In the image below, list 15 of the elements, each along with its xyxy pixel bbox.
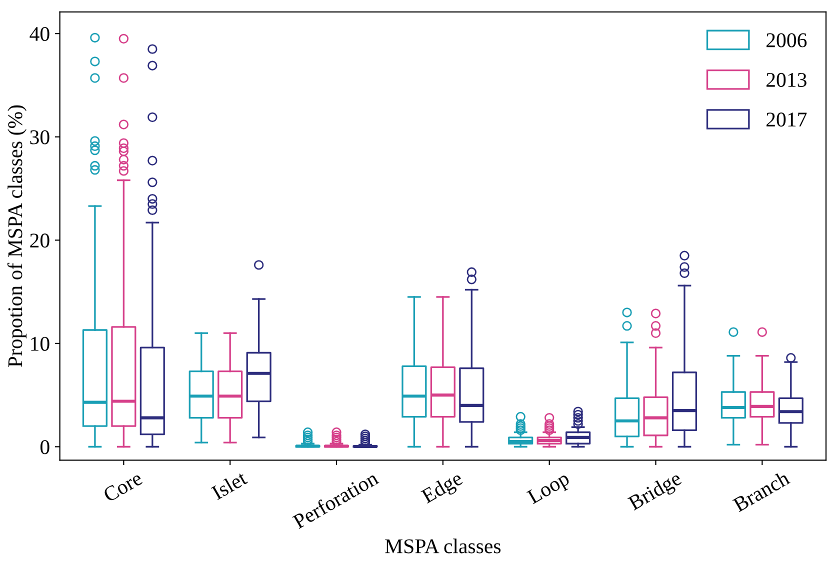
x-tick-label: Bridge: [626, 470, 684, 514]
y-tick-label: 20: [30, 234, 50, 248]
x-axis-title: MSPA classes: [385, 538, 501, 554]
y-tick-label: 10: [31, 336, 50, 351]
legend-label: 2006: [766, 33, 807, 48]
x-tick-label: Core: [102, 470, 144, 502]
y-axis-title: Propotion of MSPA classes (%): [7, 105, 26, 367]
legend-label: 2017: [766, 112, 807, 127]
x-tick-label: Loop: [526, 470, 572, 508]
x-tick-label: Islet: [210, 470, 248, 500]
x-tick-label: Edge: [420, 470, 466, 508]
y-tick-label: 30: [30, 130, 50, 144]
legend-label: 2013: [766, 72, 806, 87]
y-tick-label: 0: [40, 440, 50, 454]
y-tick-label: 40: [30, 26, 50, 42]
